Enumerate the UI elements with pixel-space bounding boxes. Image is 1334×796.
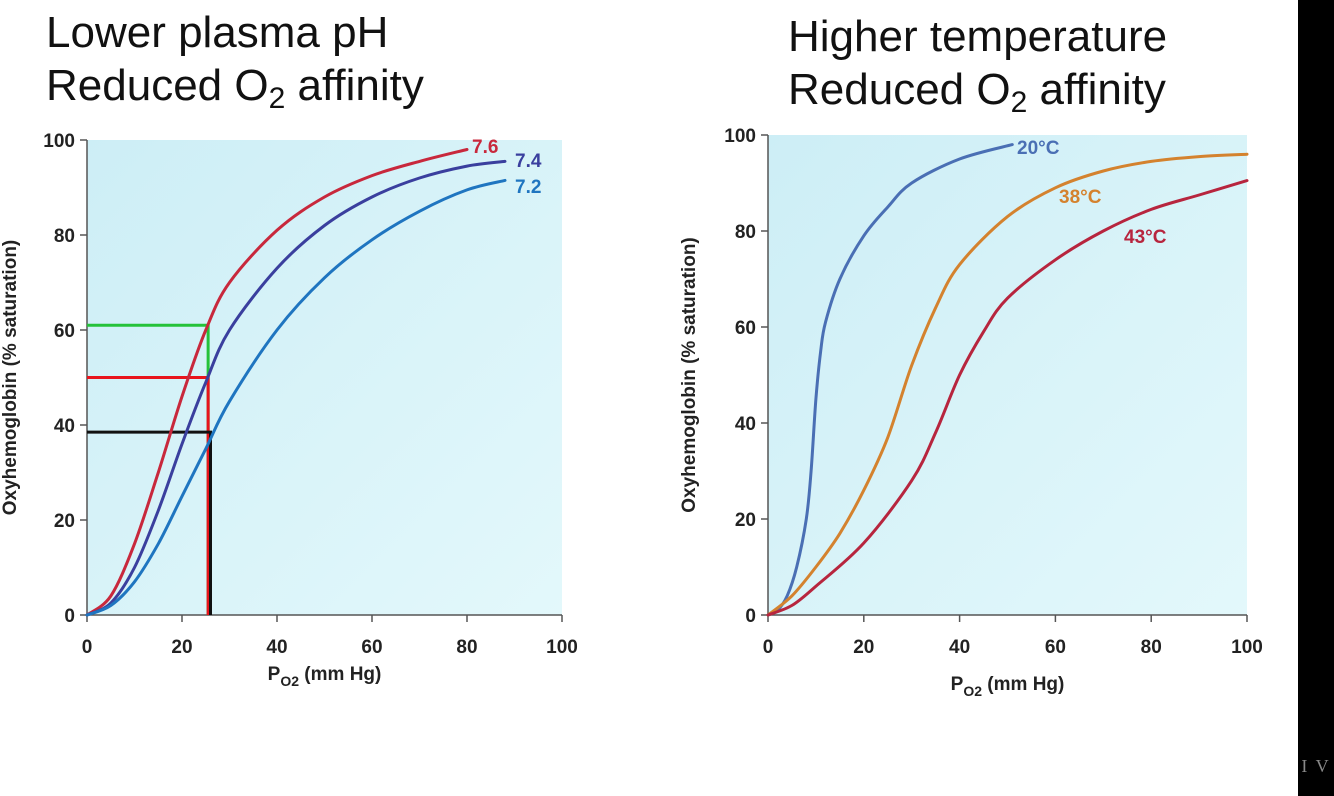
temp-x-axis-label: PO2 (mm Hg) [951, 674, 1065, 699]
temp-y-tick-label: 20 [735, 510, 756, 531]
temp-x-tick-label: 100 [1231, 637, 1263, 658]
temp-y-tick-label: 100 [724, 126, 756, 147]
temp-y-axis-label: Oxyhemoglobin (% saturation) [679, 237, 700, 513]
temp-plot-area [768, 135, 1247, 615]
temp-x-tick-label: 60 [1045, 637, 1066, 658]
ph-y-tick-label: 100 [43, 131, 75, 152]
temp-series-1 [766, 152, 1249, 617]
left-title-line1: Lower plasma pH [46, 8, 389, 57]
ph-chart: 0 20 40 60 80 100 0 20 40 60 80 100 Oxyhemoglobin (%… [0, 131, 578, 689]
ph-y-axis-label: Oxyhemoglobin (% saturation) [0, 240, 21, 516]
temp-y-tick-label: 40 [735, 414, 756, 435]
ph-guide-black [87, 430, 212, 615]
charts-canvas: 0 20 40 60 80 100 0 20 40 60 80 100 Oxyhemoglobin (%… [0, 126, 1263, 699]
ph-series-label-0: 7.6 [472, 137, 498, 158]
ph-series-label-1: 7.4 [515, 151, 542, 172]
ph-x-tick-label: 0 [82, 637, 93, 658]
ph-y-tick-label: 0 [64, 606, 75, 627]
ph-series-0 [85, 148, 469, 617]
ph-x-tick-label: 60 [361, 637, 382, 658]
left-title-line2: Reduced O2 affinity [46, 61, 424, 115]
temp-series-label-2: 43°C [1124, 227, 1167, 248]
video-side-bar [1298, 0, 1334, 796]
ph-x-tick-label: 100 [546, 637, 578, 658]
ph-y-tick-label: 20 [54, 511, 75, 532]
ph-x-tick-label: 20 [171, 637, 192, 658]
ph-y-tick-label: 40 [54, 416, 75, 437]
temp-series-label-1: 38°C [1059, 187, 1102, 208]
ph-y-tick-label: 60 [54, 321, 75, 342]
temp-y-tick-label: 80 [735, 222, 756, 243]
temp-x-tick-label: 20 [853, 637, 874, 658]
ph-series-2 [85, 178, 507, 617]
temp-y-tick-label: 60 [735, 318, 756, 339]
temp-x-tick-label: 80 [1141, 637, 1162, 658]
right-chart-title: Higher temperature Reduced O2 affinity [788, 10, 1168, 119]
temp-x-tick-label: 0 [763, 637, 774, 658]
ph-x-tick-label: 80 [456, 637, 477, 658]
left-chart-title: Lower plasma pH Reduced O2 affinity [46, 6, 424, 115]
temp-chart: 0 20 40 60 80 100 0 20 40 60 80 100 Oxyhemoglobin (%… [679, 126, 1263, 699]
ph-series-1 [85, 159, 507, 617]
temp-series-0 [766, 143, 1014, 617]
right-title-line2: Reduced O2 affinity [788, 65, 1166, 119]
right-title-line1: Higher temperature [788, 12, 1168, 61]
ph-x-axis-label: PO2 (mm Hg) [268, 664, 382, 689]
ph-y-tick-label: 80 [54, 226, 75, 247]
corner-watermark: I V [1301, 756, 1331, 776]
ph-series-label-2: 7.2 [515, 177, 541, 198]
temp-series-2 [766, 179, 1249, 617]
temp-y-tick-label: 0 [745, 606, 756, 627]
temp-x-tick-label: 40 [949, 637, 970, 658]
temp-series-label-0: 20°C [1017, 138, 1060, 159]
ph-x-tick-label: 40 [266, 637, 287, 658]
